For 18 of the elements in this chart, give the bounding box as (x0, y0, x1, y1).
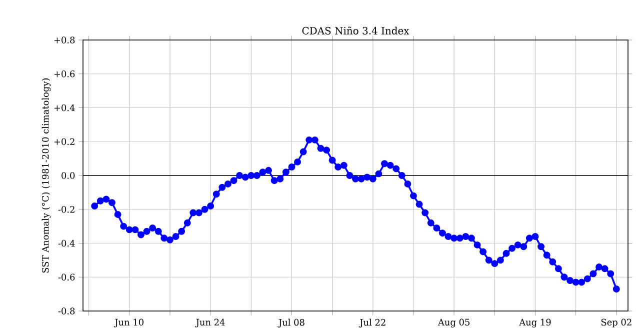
y-tick-label: -0.4 (58, 240, 75, 247)
x-tick-label: Jun 10 (114, 318, 144, 328)
y-tick-label: -0.8 (58, 308, 75, 314)
y-tick-label: +0.2 (54, 138, 74, 146)
y-tick-label: -0.2 (58, 206, 74, 213)
y-tick-label: +0.4 (54, 104, 75, 112)
y-axis-title: SST Anomaly (°C) (1981-2010 climatology) (42, 78, 51, 273)
x-tick-label: Jul 22 (358, 318, 386, 328)
y-tick-label: -0.6 (58, 274, 75, 281)
x-tick-label: Jul 08 (278, 318, 304, 328)
chart-title: CDAS Niño 3.4 Index (302, 26, 410, 34)
x-tick-label: Jun 24 (195, 318, 225, 328)
x-tick-label: Aug 05 (438, 318, 470, 328)
y-tick-label: 0.0 (62, 172, 75, 179)
x-tick-label: Sep 02 (601, 318, 632, 328)
y-tick-label: +0.6 (54, 70, 75, 78)
x-tick-label: Aug 19 (519, 318, 551, 328)
y-tick-label: +0.8 (54, 36, 75, 44)
